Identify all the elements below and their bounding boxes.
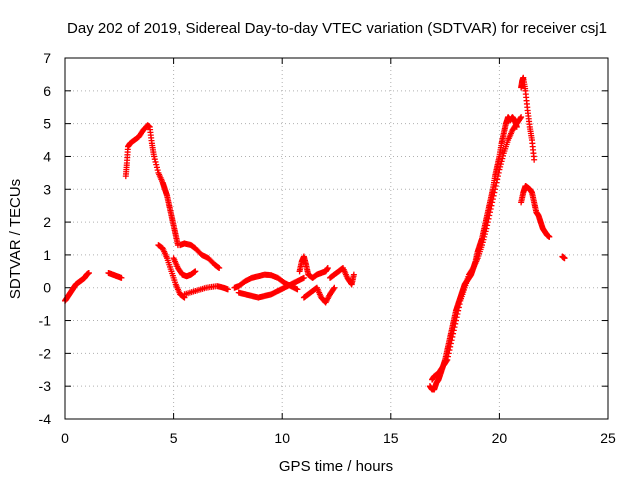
data-point <box>513 123 520 130</box>
x-tick-label: 5 <box>170 430 178 446</box>
data-point <box>489 196 496 203</box>
y-tick-label: 5 <box>43 116 51 132</box>
data-point <box>447 340 454 347</box>
data-point <box>482 228 489 235</box>
y-tick-label: 6 <box>43 83 51 99</box>
data-point <box>350 271 357 278</box>
data-point <box>448 337 455 344</box>
data-point <box>454 310 461 317</box>
data-point <box>517 115 524 122</box>
data-point <box>561 255 568 262</box>
data-point <box>498 158 505 165</box>
data-point <box>294 286 301 293</box>
x-tick-label: 10 <box>274 430 290 446</box>
data-point <box>151 156 158 163</box>
y-tick-label: 7 <box>43 50 51 66</box>
data-point <box>450 330 457 337</box>
data-point <box>453 314 460 321</box>
data-point <box>486 212 493 219</box>
data-point <box>500 152 507 159</box>
data-point <box>447 343 454 350</box>
data-point <box>443 358 450 365</box>
data-point <box>487 205 494 212</box>
x-tick-label: 0 <box>61 430 69 446</box>
data-point <box>449 333 456 340</box>
data-point <box>483 225 490 232</box>
y-tick-label: 1 <box>43 247 51 263</box>
data-point <box>224 286 231 293</box>
data-point <box>484 222 491 229</box>
data-point <box>324 265 331 272</box>
data-point <box>216 265 223 272</box>
data-point <box>153 164 160 171</box>
data-point <box>153 161 160 168</box>
data-point <box>455 307 462 314</box>
data-point <box>480 236 487 243</box>
data-point <box>488 202 495 209</box>
x-tick-label: 25 <box>600 430 616 446</box>
data-point <box>456 301 463 308</box>
data-point <box>492 182 499 189</box>
x-axis-label: GPS time / hours <box>279 458 393 475</box>
data-point <box>494 176 501 183</box>
data-point <box>491 189 498 196</box>
data-point <box>489 199 496 206</box>
x-tick-label: 20 <box>492 430 508 446</box>
x-tick-label: 15 <box>383 430 399 446</box>
data-point <box>151 153 158 160</box>
data-point <box>330 285 337 292</box>
y-tick-label: -4 <box>39 411 52 427</box>
data-point <box>154 167 161 174</box>
data-point <box>479 239 486 246</box>
data-point <box>152 158 159 165</box>
y-tick-label: 4 <box>43 148 51 164</box>
data-points <box>62 74 568 393</box>
data-point <box>485 215 492 222</box>
y-tick-label: -2 <box>39 345 52 361</box>
data-point <box>444 356 451 363</box>
data-point <box>451 324 458 331</box>
axis-ticks: 0 5 10 15 20 25 -4 -3 -2 -1 0 1 2 3 4 5 6 7 <box>39 50 616 446</box>
data-point <box>452 320 459 327</box>
data-point <box>546 233 553 240</box>
data-point <box>493 179 500 186</box>
data-point <box>452 317 459 324</box>
y-axis-label: SDTVAR / TECUs <box>7 179 24 299</box>
data-point <box>455 304 462 311</box>
data-point <box>300 274 307 281</box>
data-point <box>492 186 499 193</box>
data-point <box>450 327 457 334</box>
data-point <box>497 163 504 170</box>
plot-frame <box>64 57 609 420</box>
chart-title: Day 202 of 2019, Sidereal Day-to-day VTE… <box>67 20 607 37</box>
data-point <box>490 192 497 199</box>
data-point <box>444 353 451 360</box>
data-point <box>192 268 199 275</box>
data-point <box>479 242 486 249</box>
data-point <box>486 209 493 216</box>
data-point <box>499 155 506 162</box>
data-point <box>495 169 502 176</box>
grid <box>65 58 608 419</box>
data-point <box>496 166 503 173</box>
data-point <box>445 350 452 357</box>
y-tick-label: 0 <box>43 280 51 296</box>
data-point <box>481 231 488 238</box>
data-point <box>446 347 453 354</box>
y-tick-label: 2 <box>43 214 51 230</box>
data-point <box>85 269 92 276</box>
data-point <box>494 173 501 180</box>
data-point <box>518 114 525 121</box>
y-tick-label: 3 <box>43 181 51 197</box>
data-point <box>331 284 338 291</box>
data-point <box>481 233 488 240</box>
y-tick-label: -1 <box>39 313 52 329</box>
y-tick-label: -3 <box>39 378 52 394</box>
data-point <box>484 219 491 226</box>
data-point <box>531 156 538 163</box>
data-point <box>497 161 504 168</box>
data-point <box>118 274 125 281</box>
